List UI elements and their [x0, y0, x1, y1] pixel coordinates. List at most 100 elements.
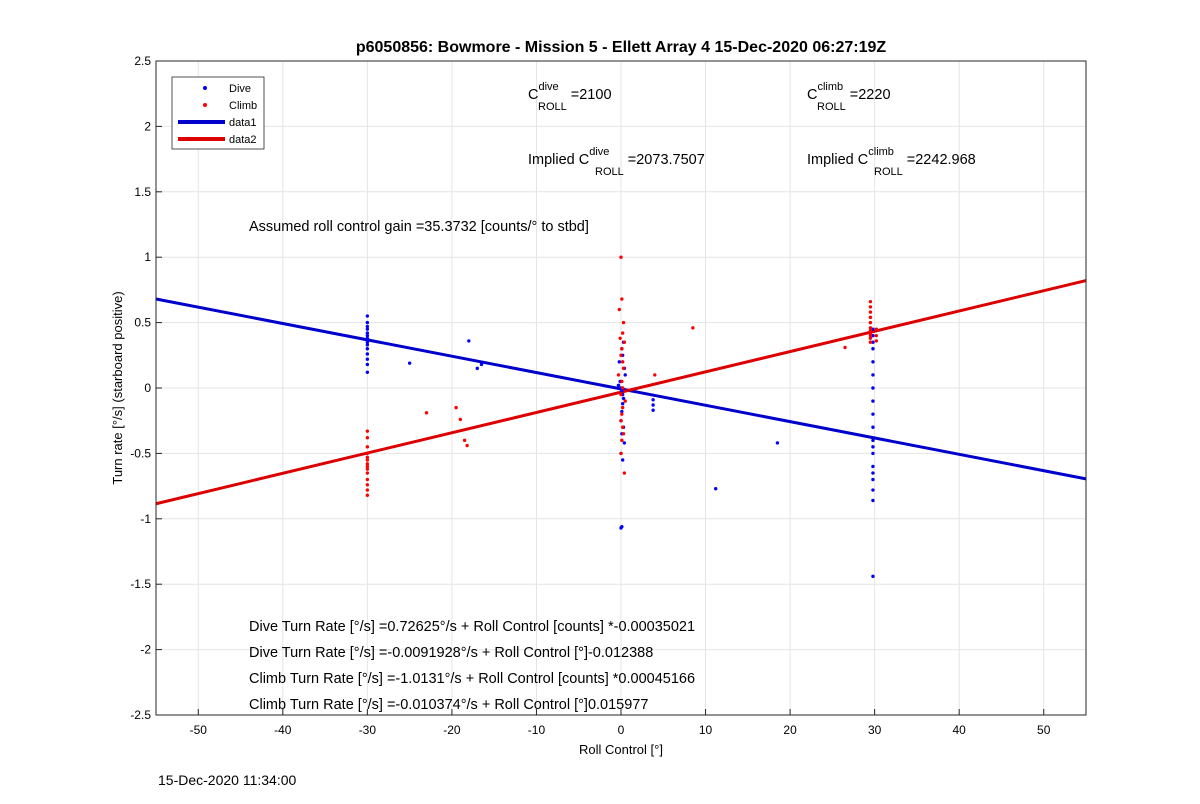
point-dive [871, 399, 875, 403]
legend-climb-label: Climb [229, 100, 257, 112]
point-dive [365, 343, 370, 347]
y-tick-labels: 2.5 2 1.5 1 0.5 0 -0.5 -1 -1.5 -2 -2.5 [130, 54, 151, 722]
point-climb [365, 429, 370, 433]
point-dive [871, 425, 875, 429]
point-dive [616, 383, 621, 388]
point-climb [365, 471, 370, 475]
y-tick-label: 0 [144, 381, 151, 395]
point-climb [365, 467, 370, 471]
point-climb [620, 297, 624, 301]
point-climb [617, 307, 622, 312]
point-dive [871, 445, 875, 449]
point-climb [619, 419, 623, 423]
point-climb [620, 438, 624, 443]
point-climb [365, 462, 370, 466]
point-dive [871, 386, 875, 390]
point-dive [871, 477, 875, 482]
legend-data2-label: data2 [229, 134, 257, 146]
point-climb [622, 340, 627, 344]
point-climb [691, 326, 695, 330]
point-climb [365, 493, 370, 497]
point-climb [616, 373, 621, 377]
point-climb [868, 326, 873, 330]
point-climb [868, 340, 873, 344]
point-dive [871, 498, 875, 503]
x-tick-label: -10 [528, 723, 546, 737]
y-tick-label: 0.5 [134, 316, 151, 330]
point-climb [462, 438, 467, 443]
x-tick-label: -30 [359, 723, 377, 737]
x-axis-label: Roll Control [°] [579, 742, 663, 757]
point-climb [843, 345, 847, 350]
point-climb [365, 483, 370, 487]
point-dive [467, 339, 471, 343]
x-tick-label: 0 [618, 723, 625, 737]
x-tick-label: 40 [953, 723, 967, 737]
point-climb [868, 333, 873, 338]
x-tick-label: 50 [1037, 723, 1051, 737]
point-dive [365, 357, 370, 361]
point-climb [424, 411, 429, 415]
point-climb [620, 412, 624, 416]
point-climb [868, 336, 873, 340]
x-tick-label: -40 [274, 723, 292, 737]
point-dive [365, 352, 370, 356]
point-dive [619, 526, 623, 530]
x-tick-label: -50 [190, 723, 208, 737]
y-tick-label: -1.5 [130, 577, 151, 591]
y-tick-label: 1 [144, 250, 151, 264]
point-climb [868, 305, 873, 309]
series-layer [155, 255, 1087, 579]
fit-line-data2 [155, 279, 1087, 506]
point-dive [365, 314, 370, 318]
point-dive [622, 441, 627, 445]
y-tick-label: 1.5 [134, 185, 151, 199]
point-dive [365, 340, 370, 344]
y-tick-label: -1 [140, 512, 151, 526]
point-climb [365, 488, 370, 492]
point-dive [620, 401, 625, 406]
point-dive [871, 340, 875, 344]
equation-climb-degrees: Climb Turn Rate [°/s] =-0.010374°/s + Ro… [249, 697, 648, 713]
point-dive [651, 408, 655, 412]
legend-dive-label: Dive [229, 83, 251, 95]
point-climb [465, 443, 469, 448]
point-dive [620, 388, 624, 393]
y-axis-label: Turn rate [°/s] (starboard positive) [110, 291, 125, 484]
point-climb [868, 315, 873, 320]
point-dive [365, 333, 370, 338]
point-climb [653, 373, 657, 377]
point-climb [619, 353, 623, 357]
point-dive [475, 366, 479, 371]
plot-frame [155, 60, 1087, 716]
point-climb [365, 451, 370, 456]
legend-dive-marker [203, 86, 207, 90]
implied-climb-annotation: Implied Cclimb ROLL =2242.968 [807, 146, 976, 178]
point-climb [365, 445, 370, 449]
point-climb [619, 451, 623, 456]
legend-data1-label: data1 [229, 117, 257, 129]
point-climb [622, 471, 627, 475]
point-dive [365, 347, 370, 351]
y-tick-label: 2.5 [134, 54, 151, 68]
point-dive [871, 360, 875, 364]
point-climb [454, 405, 458, 410]
point-dive [775, 441, 780, 445]
y-tick-label: -0.5 [130, 446, 151, 460]
point-dive [365, 336, 370, 340]
x-tick-label: 20 [783, 723, 797, 737]
equation-dive-counts: Dive Turn Rate [°/s] =0.72625°/s + Roll … [249, 619, 695, 635]
implied-dive-annotation: Implied Cdive ROLL =2073.7507 [528, 146, 705, 178]
y-tick-label: 2 [144, 119, 151, 133]
point-climb [868, 299, 873, 304]
point-climb [619, 392, 623, 397]
point-dive [871, 464, 875, 469]
point-climb [365, 455, 370, 460]
point-climb [868, 310, 873, 314]
chart-title: p6050856: Bowmore - Mission 5 - Ellett A… [356, 39, 887, 56]
point-climb [458, 417, 463, 422]
point-climb [868, 331, 873, 335]
point-climb [618, 336, 622, 340]
point-dive [871, 451, 875, 456]
point-climb [874, 339, 879, 343]
